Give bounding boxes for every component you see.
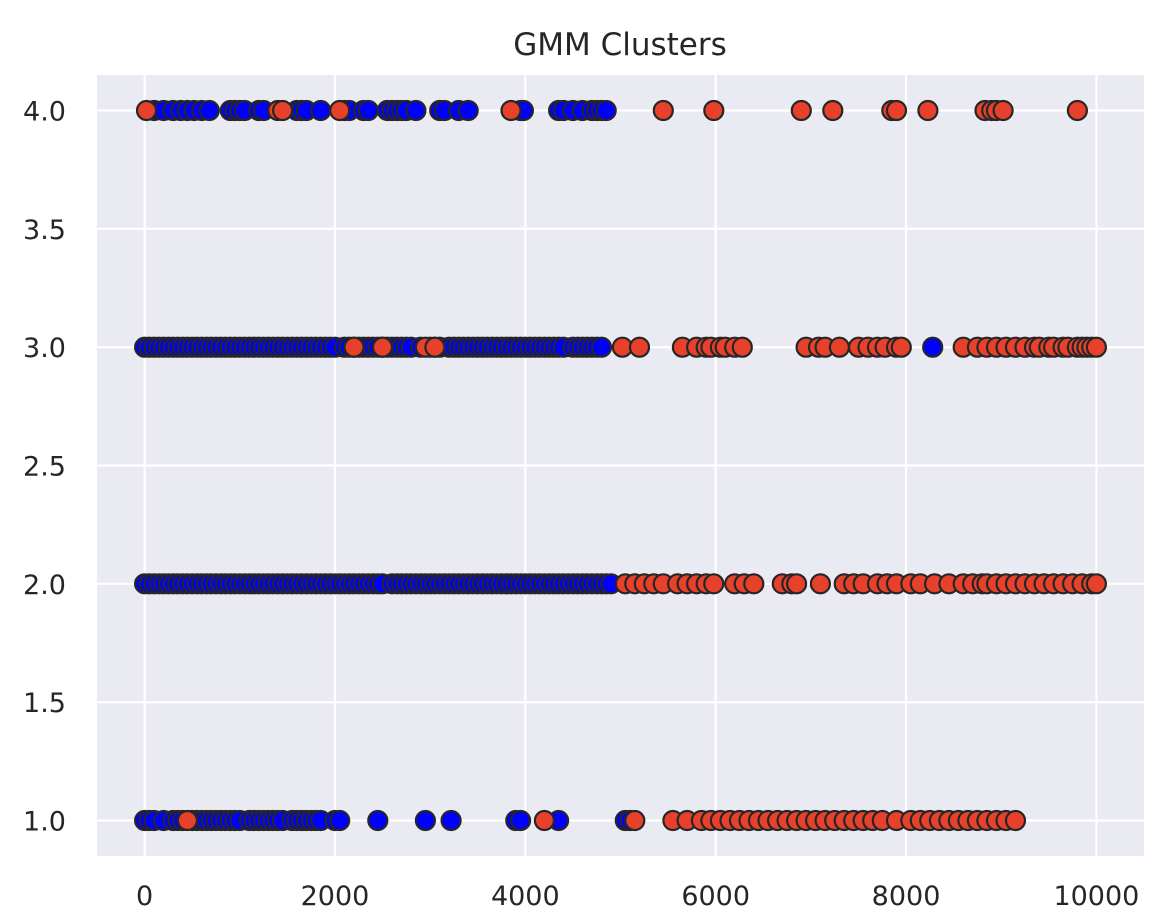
x-tick-label: 8000	[872, 881, 941, 912]
data-point	[329, 809, 351, 832]
data-point	[731, 336, 753, 358]
data-point	[414, 809, 436, 832]
data-point	[509, 809, 532, 832]
x-tick-label: 6000	[681, 881, 750, 912]
data-point	[624, 809, 646, 832]
data-point	[424, 336, 446, 358]
data-point	[533, 809, 556, 832]
x-axis-ticks: 0 2000 4000 6000 8000 10000	[136, 881, 1139, 912]
y-tick-label: 3.5	[23, 215, 66, 246]
x-tick-label: 4000	[491, 881, 560, 912]
data-point	[917, 99, 939, 122]
data-points	[134, 99, 1108, 832]
data-point	[590, 336, 613, 358]
data-point	[310, 99, 332, 122]
y-tick-label: 1.0	[23, 807, 66, 838]
data-point	[371, 336, 394, 358]
y-axis-ticks: 1.0 1.5 2.0 2.5 3.0 3.5 4.0	[23, 97, 66, 838]
data-point	[1085, 573, 1108, 595]
data-point	[890, 336, 912, 358]
data-point	[595, 99, 617, 122]
data-point	[343, 336, 365, 358]
y-tick-label: 2.5	[23, 452, 66, 483]
series-1-points	[135, 99, 1108, 832]
x-tick-label: 2000	[301, 881, 370, 912]
data-point	[1066, 99, 1089, 122]
data-point	[272, 99, 294, 122]
data-point	[790, 99, 812, 122]
data-point	[176, 809, 198, 832]
data-point	[922, 336, 944, 358]
data-point	[500, 99, 522, 122]
data-point	[367, 809, 389, 832]
data-point	[405, 99, 427, 122]
data-point	[703, 99, 725, 122]
x-tick-label: 10000	[1053, 881, 1139, 912]
data-point	[1004, 809, 1027, 832]
data-point	[822, 99, 844, 122]
data-point	[628, 336, 651, 358]
data-point	[198, 99, 220, 122]
data-point	[357, 99, 379, 122]
data-point	[440, 809, 462, 832]
data-point	[885, 99, 908, 122]
data-point	[329, 99, 351, 122]
y-tick-label: 4.0	[23, 97, 66, 128]
y-tick-label: 1.5	[23, 688, 66, 719]
data-point	[785, 573, 808, 595]
y-tick-label: 3.0	[23, 333, 66, 364]
data-point	[828, 336, 851, 358]
x-tick-label: 0	[136, 881, 153, 912]
data-point	[992, 99, 1014, 122]
chart-title: GMM Clusters	[513, 27, 727, 63]
data-point	[743, 573, 765, 595]
data-point	[1085, 336, 1108, 358]
data-point	[809, 573, 832, 595]
data-point	[457, 99, 479, 122]
series-0-points	[134, 99, 944, 832]
data-point	[703, 573, 725, 595]
data-point	[135, 99, 158, 122]
y-tick-label: 2.0	[23, 570, 66, 601]
data-point	[652, 99, 674, 122]
